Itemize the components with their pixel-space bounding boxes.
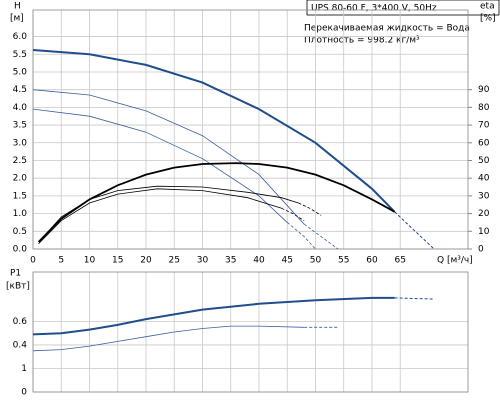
y-tick-label: 4.0 (13, 103, 28, 113)
y2-tick-label: 50 (478, 156, 490, 166)
y-tick-label: 2.5 (13, 156, 27, 166)
x-tick-label: 0 (30, 256, 36, 266)
y2-tick-label: 90 (478, 85, 490, 95)
y-tick-label: 3.0 (13, 138, 28, 148)
y-axis-label: P1 (10, 269, 21, 279)
x-tick-label: 25 (169, 256, 180, 266)
x-tick-label: 40 (253, 256, 265, 266)
curve (281, 207, 305, 222)
x-tick-label: 60 (366, 256, 378, 266)
curve (394, 297, 435, 300)
y-axis-label: H (14, 2, 21, 12)
y-axis-unit: [кВт] (6, 282, 30, 292)
annotation: Перекачиваемая жидкость = Вода (304, 24, 470, 34)
x-tick-label: 50 (310, 256, 322, 266)
x-tick-label: 65 (394, 256, 405, 266)
y-tick-label: 4.5 (13, 85, 27, 95)
chart-title: UPS 80-60 F, 3*400 V, 50Hz (311, 4, 437, 14)
curve (32, 49, 396, 213)
x-tick-label: 30 (197, 256, 209, 266)
curve (32, 325, 305, 352)
y2-axis-unit: [%] (480, 14, 496, 24)
y-tick-label: 5.0 (13, 67, 28, 77)
y-tick-label: 5.5 (13, 50, 27, 60)
x-tick-label: 35 (225, 256, 236, 266)
y2-axis-label: eta (480, 2, 495, 12)
x-axis-label: Q [м³/ч] (437, 256, 473, 266)
curve (32, 108, 288, 223)
y-tick-label: 3.5 (13, 121, 27, 131)
y2-tick-label: 70 (478, 121, 490, 131)
y-axis-unit: [м] (10, 14, 24, 24)
y2-tick-label: 80 (478, 103, 490, 113)
y-tick-label: 0.5 (13, 227, 27, 237)
x-tick-label: 5 (58, 256, 64, 266)
curve (37, 162, 396, 243)
y-tick-label: 6.0 (13, 32, 28, 42)
y-tick-label: 2.0 (13, 174, 28, 184)
curve (32, 89, 305, 225)
y-tick-label: 1.0 (13, 209, 28, 219)
curve (38, 188, 282, 244)
y-tick-label: 0.4 (13, 340, 28, 350)
y2-tick-label: 60 (478, 138, 490, 148)
title-box (306, 0, 500, 16)
curve (32, 296, 395, 336)
y2-tick-label: 20 (478, 209, 490, 219)
annotation: Плотность = 998.2 кг/м³ (304, 36, 420, 46)
y2-tick-label: 40 (478, 174, 490, 184)
y2-tick-label: 10 (478, 227, 490, 237)
y2-tick-label: 30 (478, 191, 490, 201)
y-tick-label: 0 (21, 388, 27, 398)
curve (394, 211, 435, 250)
curve (298, 202, 322, 216)
y-tick-label: 1.5 (13, 191, 27, 201)
y-tick-label: 0.6 (13, 317, 28, 327)
y-tick-label: 1 (21, 364, 27, 374)
x-tick-label: 20 (140, 256, 152, 266)
x-tick-label: 55 (338, 256, 349, 266)
x-tick-label: 15 (112, 256, 123, 266)
plot-frame (32, 9, 469, 250)
curve (286, 222, 316, 250)
x-tick-label: 45 (281, 256, 292, 266)
plot-frame (32, 271, 469, 393)
y2-tick-label: 0 (478, 245, 484, 255)
x-tick-label: 10 (84, 256, 96, 266)
curve (38, 185, 299, 243)
curve (303, 223, 339, 250)
y-tick-label: 0.0 (13, 245, 28, 255)
